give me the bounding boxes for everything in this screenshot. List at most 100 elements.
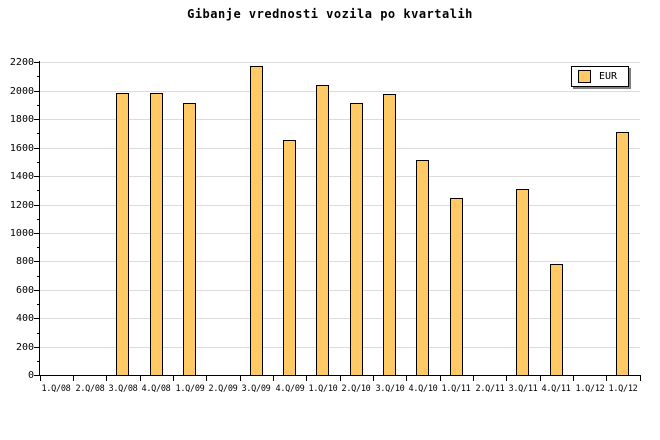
x-tick-label: 4.Q/11	[541, 384, 571, 394]
gridline	[40, 261, 640, 262]
y-minor-tick	[37, 190, 40, 191]
y-tick-label: 1600	[9, 143, 34, 154]
x-tick	[606, 376, 607, 381]
y-major-tick	[34, 375, 40, 376]
gridline	[40, 62, 640, 63]
gridline	[40, 233, 640, 234]
y-minor-tick	[37, 333, 40, 334]
y-axis-line	[39, 61, 40, 376]
y-major-tick	[34, 91, 40, 92]
x-tick-label: 1.Q/09	[175, 384, 205, 394]
x-tick-label: 2.Q/10	[341, 384, 371, 394]
gridline	[40, 91, 640, 92]
y-tick-label: 1800	[9, 114, 34, 125]
x-tick-label: 3.Q/09	[241, 384, 271, 394]
bar-4.Q/10	[416, 160, 429, 376]
y-major-tick	[34, 261, 40, 262]
bar-1.Q/11	[450, 198, 463, 376]
bar-3.Q/10	[383, 94, 396, 376]
x-tick-label: 4.Q/10	[408, 384, 438, 394]
y-tick-label: 1200	[9, 200, 34, 211]
y-minor-tick	[37, 76, 40, 77]
x-tick-label: 2.Q/08	[75, 384, 105, 394]
x-tick-label: 3.Q/08	[108, 384, 138, 394]
y-major-tick	[34, 205, 40, 206]
y-major-tick	[34, 119, 40, 120]
x-tick-label: 3.Q/11	[508, 384, 538, 394]
x-tick-label: 4.Q/09	[275, 384, 305, 394]
gridline	[40, 119, 640, 120]
x-tick-label: 3.Q/10	[375, 384, 405, 394]
x-tick-label: 1.Q/10	[308, 384, 338, 394]
y-minor-tick	[37, 304, 40, 305]
bar-4.Q/08	[150, 93, 163, 376]
y-major-tick	[34, 148, 40, 149]
y-minor-tick	[37, 361, 40, 362]
bar-1.Q/12	[616, 132, 629, 376]
y-major-tick	[34, 62, 40, 63]
y-minor-tick	[37, 276, 40, 277]
x-tick	[173, 376, 174, 381]
bar-4.Q/09	[283, 140, 296, 376]
y-tick-label: 600	[15, 285, 34, 296]
y-major-tick	[34, 176, 40, 177]
y-minor-tick	[37, 247, 40, 248]
x-tick	[340, 376, 341, 381]
x-tick-label: 1.Q/08	[41, 384, 71, 394]
x-tick-label: 4.Q/08	[141, 384, 171, 394]
y-tick-label: 1000	[9, 228, 34, 239]
y-major-tick	[34, 233, 40, 234]
x-axis-line	[39, 375, 641, 376]
bar-2.Q/10	[350, 103, 363, 376]
gridline	[40, 148, 640, 149]
bar-1.Q/09	[183, 103, 196, 376]
y-tick-label: 0	[27, 370, 34, 381]
y-major-tick	[34, 347, 40, 348]
x-tick	[240, 376, 241, 381]
x-tick-label: 1.Q/11	[441, 384, 471, 394]
y-minor-tick	[37, 105, 40, 106]
chart-title: Gibanje vrednosti vozila po kvartalih	[187, 7, 473, 21]
gridline	[40, 205, 640, 206]
y-major-tick	[34, 290, 40, 291]
x-tick	[106, 376, 107, 381]
x-tick	[73, 376, 74, 381]
x-tick	[40, 376, 41, 381]
x-tick	[306, 376, 307, 381]
y-tick-label: 400	[15, 313, 34, 324]
y-tick-label: 2200	[9, 57, 34, 68]
x-tick	[273, 376, 274, 381]
x-tick	[140, 376, 141, 381]
x-tick	[506, 376, 507, 381]
gridline	[40, 176, 640, 177]
x-tick	[473, 376, 474, 381]
x-tick-label: 1.Q/12	[575, 384, 605, 394]
y-minor-tick	[37, 162, 40, 163]
legend-color-swatch-icon	[578, 70, 591, 83]
y-tick-label: 800	[15, 256, 34, 267]
y-minor-tick	[37, 219, 40, 220]
x-tick-label: 2.Q/09	[208, 384, 238, 394]
y-minor-tick	[37, 133, 40, 134]
x-tick	[440, 376, 441, 381]
gridline	[40, 290, 640, 291]
bar-3.Q/09	[250, 66, 263, 376]
x-tick-label: 1.Q/12	[608, 384, 638, 394]
legend-series-label: EUR	[599, 71, 618, 82]
bar-3.Q/08	[116, 93, 129, 376]
gridline	[40, 318, 640, 319]
y-tick-label: 200	[15, 342, 34, 353]
x-tick	[373, 376, 374, 381]
bar-3.Q/11	[516, 189, 529, 376]
x-tick	[406, 376, 407, 381]
legend: EUR	[571, 66, 629, 87]
x-tick	[540, 376, 541, 381]
x-tick-label: 2.Q/11	[475, 384, 505, 394]
gridline	[40, 347, 640, 348]
x-tick	[573, 376, 574, 381]
y-tick-label: 2000	[9, 86, 34, 97]
x-tick	[640, 376, 641, 381]
x-tick	[206, 376, 207, 381]
